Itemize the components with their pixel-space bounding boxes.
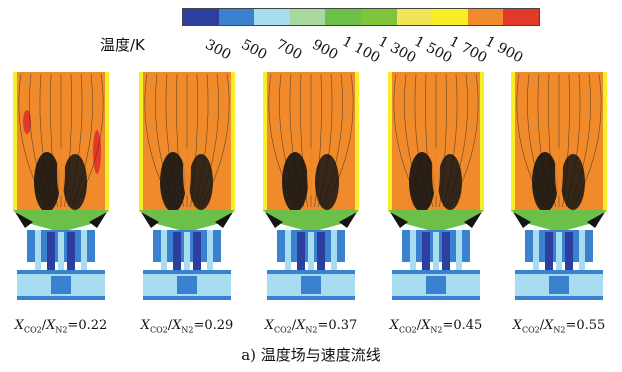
temperature-field-panels [13, 72, 607, 300]
temperature-panel [139, 72, 235, 300]
colorbar-tick-label: 500 [238, 36, 270, 64]
caption-part: CO [521, 325, 535, 335]
caption-part: =0.55 [565, 318, 606, 333]
caption-part: CO [23, 325, 37, 335]
colorbar-tick-label: 1 700 [446, 33, 490, 67]
caption-part: 2 [36, 325, 42, 335]
colorbar-swatch [289, 9, 326, 25]
colorbar-tick-label: 300 [202, 36, 234, 64]
colorbar-swatch [218, 9, 255, 25]
colorbar-swatch [254, 9, 290, 25]
caption-part: =0.45 [442, 318, 483, 333]
caption-part: N [305, 325, 313, 335]
caption-part: / [167, 318, 173, 333]
caption-part: =0.29 [193, 318, 234, 333]
caption-part: X [46, 318, 56, 333]
caption-part: X [264, 318, 274, 333]
caption-part: X [544, 318, 554, 333]
colorbar-swatch [183, 9, 219, 25]
caption-part: X [296, 318, 306, 333]
colorbar-tick-label: 900 [309, 36, 341, 64]
caption-part: N [55, 325, 63, 335]
panel-caption: XCO2/XN2=0.29 [141, 318, 234, 335]
caption-part: X [14, 318, 24, 333]
colorbar-swatch [396, 9, 433, 25]
caption-part: 2 [188, 325, 194, 335]
colorbar-tick-label: 1 100 [339, 33, 383, 67]
figure-caption: a) 温度场与速度流线 [241, 346, 381, 364]
colorbar-tick-label: 1 300 [375, 33, 419, 67]
colorbar-swatch [503, 9, 539, 25]
panel-caption: XCO2/XN2=0.55 [513, 318, 606, 335]
colorbar-swatch [467, 9, 504, 25]
caption-part: 2 [534, 325, 540, 335]
caption-part: / [539, 318, 545, 333]
panel-caption: XCO2/XN2=0.22 [15, 318, 108, 335]
panel-caption: XCO2/XN2=0.45 [390, 318, 483, 335]
caption-part: CO [398, 325, 412, 335]
colorbar-swatch [360, 9, 397, 25]
temperature-colorbar [182, 8, 540, 26]
caption-part: / [416, 318, 422, 333]
caption-part: =0.22 [67, 318, 108, 333]
colorbar-tick-label: 1 900 [482, 33, 526, 67]
caption-part: 2 [62, 325, 68, 335]
temperature-panel [511, 72, 607, 300]
caption-part: X [389, 318, 399, 333]
caption-part: N [181, 325, 189, 335]
caption-part: =0.37 [317, 318, 358, 333]
colorbar-swatch [432, 9, 468, 25]
colorbar-swatch [325, 9, 361, 25]
temperature-panel [388, 72, 484, 300]
caption-part: CO [273, 325, 287, 335]
caption-part: X [421, 318, 431, 333]
caption-part: X [140, 318, 150, 333]
caption-part: 2 [312, 325, 318, 335]
caption-part: 2 [162, 325, 168, 335]
caption-part: X [172, 318, 182, 333]
caption-part: CO [149, 325, 163, 335]
colorbar-label: 温度/K [100, 36, 145, 54]
panel-caption: XCO2/XN2=0.37 [265, 318, 358, 335]
caption-part: X [512, 318, 522, 333]
caption-part: 2 [411, 325, 417, 335]
colorbar-tick-label: 1 500 [411, 33, 455, 67]
caption-part: N [553, 325, 561, 335]
caption-part: 2 [560, 325, 566, 335]
caption-part: / [41, 318, 47, 333]
temperature-panel [263, 72, 359, 300]
colorbar-tick-label: 700 [273, 36, 305, 64]
caption-part: 2 [437, 325, 443, 335]
caption-part: / [291, 318, 297, 333]
temperature-panel [13, 72, 109, 300]
caption-part: 2 [286, 325, 292, 335]
caption-part: N [430, 325, 438, 335]
